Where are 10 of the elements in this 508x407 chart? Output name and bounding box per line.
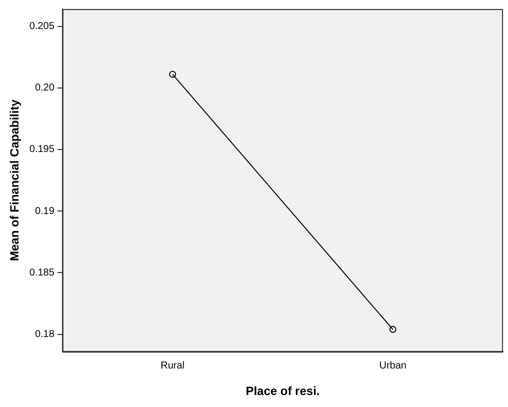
y-tick-label: 0.19 bbox=[34, 206, 55, 217]
y-tick-label: 0.185 bbox=[29, 267, 55, 278]
y-tick-label: 0.18 bbox=[34, 329, 55, 340]
y-tick-label: 0.195 bbox=[29, 144, 55, 156]
x-tick-label: Rural bbox=[160, 360, 185, 372]
y-tick-label: 0.20 bbox=[34, 82, 55, 94]
y-tick-label: 0.205 bbox=[29, 21, 55, 32]
y-axis-title: Mean of Financial Capability bbox=[8, 99, 22, 261]
x-tick-label: Urban bbox=[379, 360, 406, 372]
x-axis-title: Place of resi. bbox=[246, 384, 320, 398]
